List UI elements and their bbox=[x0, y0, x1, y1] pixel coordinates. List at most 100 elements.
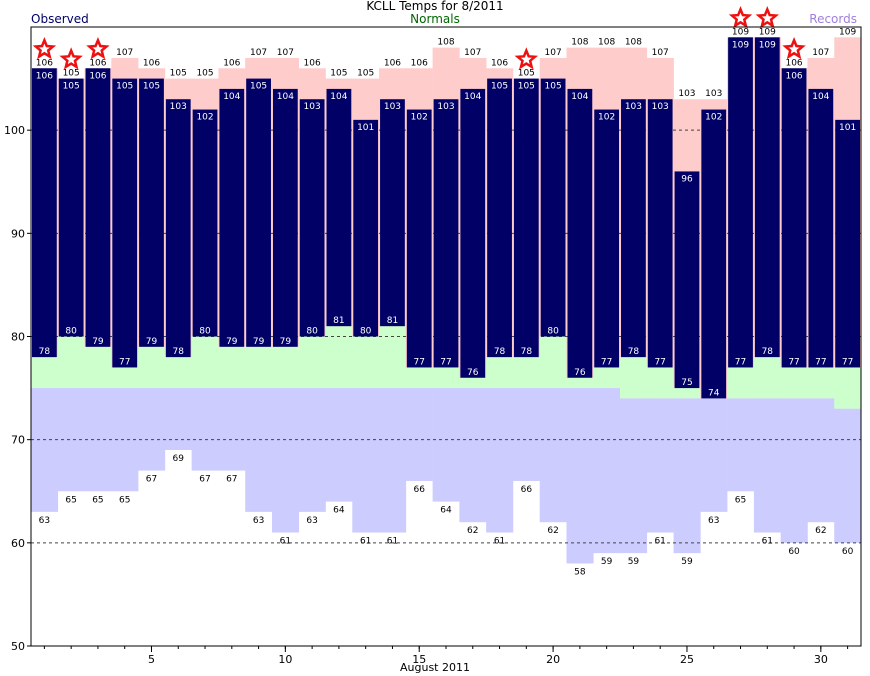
record-low-label: 59 bbox=[681, 557, 693, 567]
observed-low-label: 77 bbox=[788, 357, 799, 367]
record-high-label: 105 bbox=[63, 69, 80, 79]
record-star-icon bbox=[59, 47, 83, 70]
observed-bar bbox=[513, 78, 539, 358]
normal-band bbox=[31, 357, 59, 389]
observed-bar bbox=[139, 78, 164, 347]
normal-low-band bbox=[191, 388, 219, 471]
observed-low-label: 77 bbox=[735, 357, 746, 367]
observed-high-label: 96 bbox=[681, 174, 693, 184]
y-tick-label: 60 bbox=[11, 537, 25, 550]
normal-band bbox=[57, 336, 85, 389]
observed-high-label: 102 bbox=[705, 113, 722, 123]
record-low-label: 59 bbox=[628, 557, 640, 567]
observed-high-label: 101 bbox=[839, 123, 856, 133]
normal-low-band bbox=[700, 398, 728, 512]
record-low-label: 64 bbox=[333, 506, 345, 516]
record-low-label: 69 bbox=[173, 454, 185, 464]
normal-low-band bbox=[780, 398, 808, 543]
y-tick-label: 90 bbox=[11, 227, 25, 240]
x-tick-label: 25 bbox=[680, 653, 694, 666]
observed-high-label: 102 bbox=[196, 113, 213, 123]
record-high-label: 108 bbox=[598, 38, 615, 48]
record-low-label: 66 bbox=[413, 485, 425, 495]
record-high-label: 107 bbox=[545, 48, 562, 58]
observed-low-label: 81 bbox=[333, 316, 344, 326]
record-high-label: 106 bbox=[304, 58, 321, 68]
record-high-label: 109 bbox=[759, 27, 776, 37]
normal-band bbox=[566, 377, 594, 389]
observed-bar bbox=[433, 99, 459, 368]
normal-band bbox=[780, 367, 808, 399]
observed-low-label: 77 bbox=[119, 357, 130, 367]
record-high-label: 109 bbox=[732, 27, 749, 37]
record-star-icon bbox=[755, 6, 780, 29]
record-low-label: 60 bbox=[788, 547, 800, 557]
observed-bar bbox=[567, 88, 593, 378]
normal-low-band bbox=[405, 388, 433, 481]
record-low-label: 67 bbox=[226, 475, 237, 485]
x-tick-label: 5 bbox=[148, 653, 155, 666]
observed-high-label: 103 bbox=[625, 102, 642, 112]
observed-bar bbox=[85, 68, 111, 347]
record-low-label: 61 bbox=[280, 537, 291, 547]
observed-high-label: 102 bbox=[598, 113, 615, 123]
normal-band bbox=[164, 357, 192, 389]
observed-low-label: 79 bbox=[92, 337, 104, 347]
normal-band bbox=[218, 346, 246, 389]
observed-high-label: 104 bbox=[571, 92, 588, 102]
observed-high-label: 105 bbox=[491, 82, 508, 92]
observed-low-label: 76 bbox=[574, 368, 586, 378]
normal-low-band bbox=[298, 388, 326, 512]
record-low-label: 67 bbox=[199, 475, 210, 485]
normal-low-band bbox=[218, 388, 246, 471]
observed-bar bbox=[112, 78, 138, 368]
normal-band bbox=[138, 346, 166, 389]
observed-bar bbox=[647, 99, 673, 368]
observed-low-label: 76 bbox=[467, 368, 479, 378]
record-high-label: 107 bbox=[277, 48, 294, 58]
observed-low-label: 78 bbox=[628, 347, 640, 357]
normal-band bbox=[271, 346, 300, 389]
record-high-label: 108 bbox=[625, 38, 642, 48]
y-tick-label: 50 bbox=[11, 640, 25, 653]
observed-low-label: 77 bbox=[654, 357, 665, 367]
observed-bar bbox=[58, 78, 84, 337]
normal-band bbox=[432, 367, 460, 389]
observed-low-label: 77 bbox=[815, 357, 826, 367]
observed-bar bbox=[460, 88, 486, 378]
x-axis-label: August 2011 bbox=[400, 661, 470, 674]
record-high-label: 103 bbox=[705, 89, 722, 99]
normal-low-band bbox=[325, 388, 353, 502]
observed-bar bbox=[701, 109, 727, 399]
observed-low-label: 79 bbox=[226, 337, 238, 347]
normal-low-band bbox=[727, 398, 755, 492]
record-low-label: 67 bbox=[146, 475, 157, 485]
normal-band bbox=[753, 357, 781, 399]
observed-bar bbox=[219, 88, 245, 347]
observed-high-label: 106 bbox=[89, 71, 106, 81]
record-high-label: 106 bbox=[89, 58, 106, 68]
observed-low-label: 74 bbox=[708, 388, 720, 398]
observed-high-label: 105 bbox=[518, 82, 535, 92]
observed-low-label: 80 bbox=[547, 327, 559, 337]
observed-high-label: 103 bbox=[437, 102, 454, 112]
observed-high-label: 109 bbox=[732, 40, 749, 50]
normal-low-band bbox=[459, 388, 487, 523]
record-high-label: 107 bbox=[812, 48, 829, 58]
record-low-label: 61 bbox=[360, 537, 371, 547]
normal-band bbox=[593, 367, 621, 389]
normal-band bbox=[486, 357, 514, 389]
record-high-label: 106 bbox=[384, 58, 401, 68]
record-high-label: 106 bbox=[491, 58, 508, 68]
observed-low-label: 79 bbox=[280, 337, 292, 347]
record-high-label: 105 bbox=[170, 69, 187, 79]
observed-high-label: 103 bbox=[652, 102, 669, 112]
observed-bar bbox=[674, 171, 700, 389]
observed-bar bbox=[808, 88, 834, 368]
x-tick-label: 20 bbox=[546, 653, 560, 666]
normal-low-band bbox=[379, 388, 407, 533]
y-tick-label: 70 bbox=[11, 434, 25, 447]
record-high-label: 106 bbox=[36, 58, 53, 68]
normal-band bbox=[646, 367, 674, 399]
normal-low-band bbox=[834, 408, 862, 543]
